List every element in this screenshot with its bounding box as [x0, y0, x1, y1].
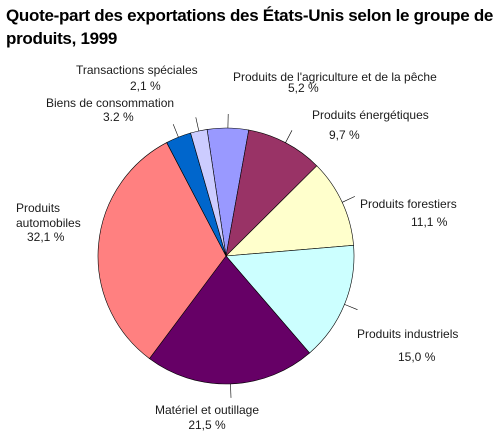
pie-slice [149, 255, 310, 385]
leader-line [285, 130, 293, 143]
slice-category-label: automobiles [16, 216, 81, 230]
slice-value-label: 2,1 % [130, 79, 161, 93]
pie-slice [225, 165, 354, 257]
slice-category-label: Matériel et outillage [155, 403, 259, 417]
leader-lines [172, 113, 358, 398]
slice-category-label: Produits forestiers [360, 197, 457, 211]
leader-line [230, 383, 232, 398]
slice-category-label: Produits de l'agriculture et de la pêche [233, 70, 437, 84]
chart-title: Quote-part des exportations des États-Un… [6, 6, 494, 48]
leader-line [342, 196, 356, 203]
slice-category-label: Produits [16, 201, 60, 215]
slice-labels: Produits de l'agriculture et de la pêche… [16, 63, 458, 431]
pie-slice [225, 129, 318, 257]
slice-value-label: 11,1 % [411, 215, 448, 229]
pie-slice [190, 129, 227, 257]
slice-value-label: 15,0 % [398, 350, 436, 364]
leader-line [172, 124, 179, 138]
pie-slice [225, 244, 355, 354]
slice-value-label: 21,5 % [188, 418, 226, 431]
slice-value-label: 9,7 % [329, 128, 360, 142]
slice-category-label: Produits énergétiques [312, 108, 429, 122]
leader-line [195, 117, 200, 131]
slice-value-label: 3.2 % [103, 110, 134, 124]
slice-category-label: Produits industriels [357, 327, 458, 341]
pie-slices [97, 127, 355, 385]
pie-slice [97, 142, 227, 360]
leader-line [344, 304, 358, 310]
slice-category-label: Biens de consommation [46, 96, 174, 110]
slice-value-label: 5,2 % [288, 81, 319, 95]
slice-category-label: Transactions spéciales [76, 63, 198, 77]
slice-value-label: 32,1 % [27, 230, 65, 244]
